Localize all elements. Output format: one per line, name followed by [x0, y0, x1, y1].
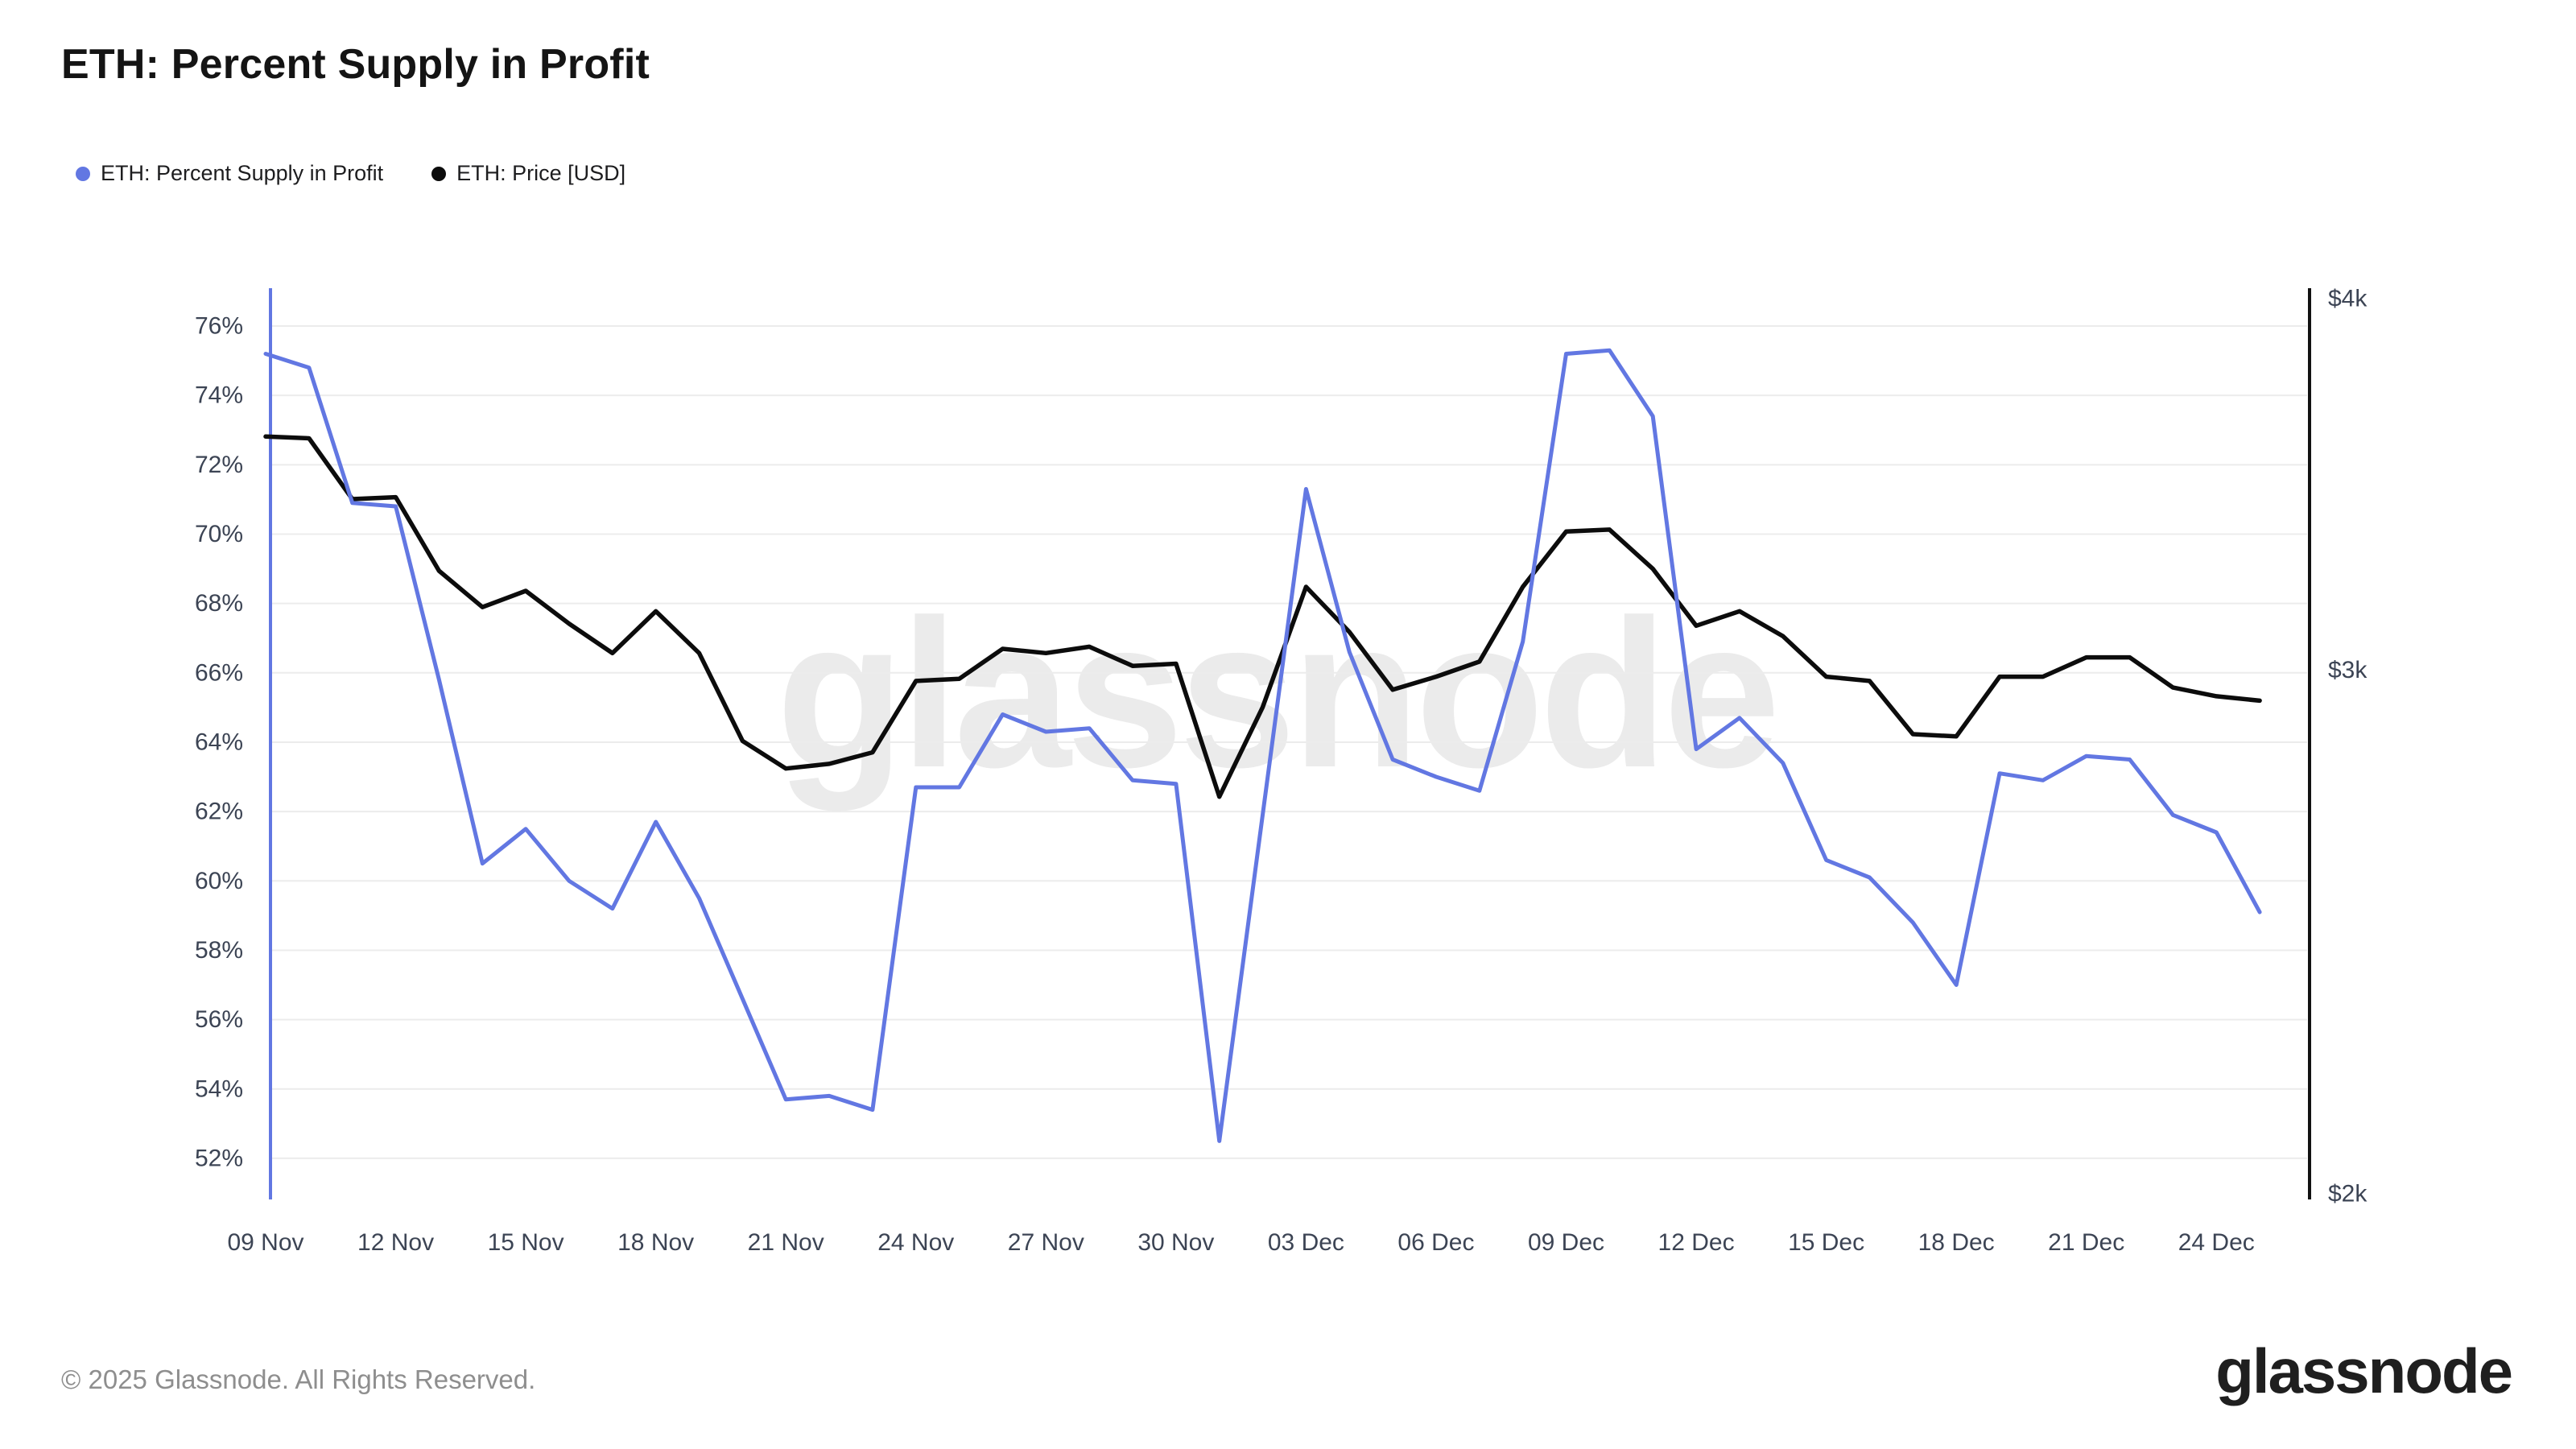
glassnode-logo: glassnode — [2215, 1335, 2513, 1406]
x-tick-15-Dec: 15 Dec — [1788, 1229, 1864, 1256]
x-tick-27-Nov: 27 Nov — [1008, 1229, 1084, 1256]
x-tick-18-Dec: 18 Dec — [1918, 1229, 1995, 1256]
x-tick-18-Nov: 18 Nov — [617, 1229, 694, 1256]
legend-label-percent-supply: ETH: Percent Supply in Profit — [101, 161, 384, 185]
x-tick-09-Dec: 09 Dec — [1528, 1229, 1604, 1256]
x-tick-12-Dec: 12 Dec — [1658, 1229, 1735, 1256]
left-tick-62: 62% — [195, 799, 243, 825]
x-tick-24-Nov: 24 Nov — [877, 1229, 954, 1256]
legend: ETH: Percent Supply in Profit ETH: Price… — [76, 161, 625, 186]
left-tick-60: 60% — [195, 868, 243, 894]
right-axis-tick-labels: $4k $3k $2k — [2328, 286, 2368, 1208]
series-line-eth-price[interactable] — [263, 434, 2262, 799]
page-title: ETH: Percent Supply in Profit — [61, 41, 650, 88]
left-tick-56: 56% — [195, 1006, 243, 1033]
legend-label-eth-price: ETH: Price [USD] — [456, 161, 626, 185]
left-tick-64: 64% — [195, 729, 243, 755]
gridlines — [270, 325, 2307, 1159]
left-axis-tick-labels: 76% 74% 72% 70% 68% 66% 64% 62% 60% 58% 56% 54% 52% — [195, 313, 243, 1172]
right-tick-$4k: $4k — [2328, 286, 2368, 312]
x-tick-30-Nov: 30 Nov — [1137, 1229, 1214, 1256]
x-tick-21-Nov: 21 Nov — [748, 1229, 824, 1256]
left-tick-72: 72% — [195, 452, 243, 478]
x-tick-21-Dec: 21 Dec — [2048, 1229, 2124, 1256]
left-tick-70: 70% — [195, 521, 243, 547]
left-tick-52: 52% — [195, 1145, 243, 1171]
x-tick-03-Dec: 03 Dec — [1268, 1229, 1344, 1256]
right-tick-$3k: $3k — [2328, 657, 2368, 683]
x-tick-12-Nov: 12 Nov — [357, 1229, 434, 1256]
x-tick-09-Nov: 09 Nov — [227, 1229, 303, 1256]
legend-dot-icon-eth-price — [431, 166, 447, 181]
legend-dot-icon-percent-supply — [76, 166, 90, 181]
left-tick-66: 66% — [195, 659, 243, 686]
left-tick-76: 76% — [195, 313, 243, 340]
x-tick-24-Dec: 24 Dec — [2178, 1229, 2255, 1256]
x-axis-tick-labels: 09 Nov 12 Nov 15 Nov 18 Nov 21 Nov 24 Nov 27 N… — [227, 1229, 2254, 1256]
legend-item-eth-price[interactable]: ETH: Price [USD] — [431, 161, 625, 186]
left-tick-58: 58% — [195, 937, 243, 964]
watermark-glassnode: glassnode — [776, 576, 1776, 812]
left-tick-74: 74% — [195, 382, 243, 409]
x-tick-06-Dec: 06 Dec — [1397, 1229, 1474, 1256]
left-tick-54: 54% — [195, 1075, 243, 1102]
legend-item-percent-supply-in-profit[interactable]: ETH: Percent Supply in Profit — [76, 161, 383, 186]
right-tick-$2k: $2k — [2328, 1181, 2368, 1208]
left-tick-68: 68% — [195, 590, 243, 617]
x-tick-15-Nov: 15 Nov — [488, 1229, 564, 1256]
series-line-percent-supply-in-profit[interactable] — [263, 348, 2262, 1143]
footer-copyright: © 2025 Glassnode. All Rights Reserved. — [61, 1364, 536, 1394]
